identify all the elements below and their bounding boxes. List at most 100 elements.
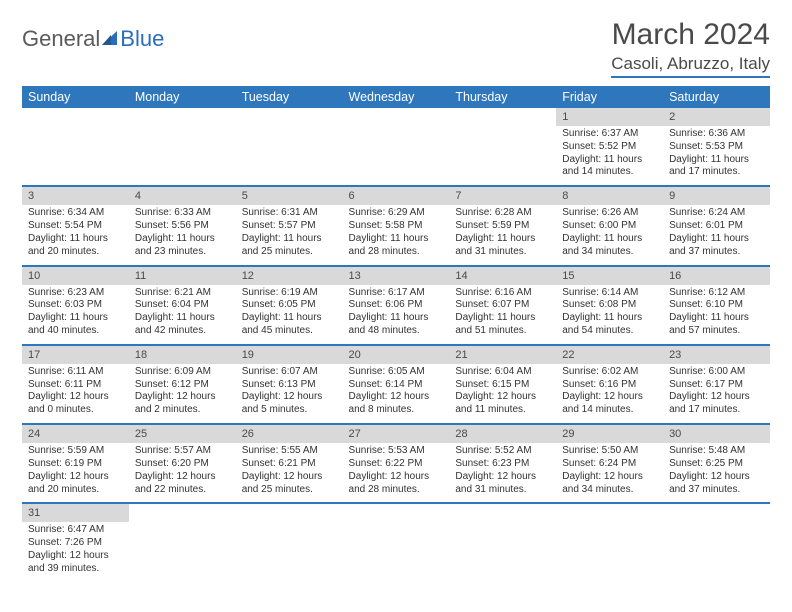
day-info-cell: Sunrise: 5:57 AMSunset: 6:20 PMDaylight:… [129,443,236,503]
logo-text-general: General [22,26,100,52]
info-row: Sunrise: 5:59 AMSunset: 6:19 PMDaylight:… [22,443,770,503]
day-number-cell [343,108,450,126]
day-number-cell [129,108,236,126]
day-number-cell: 22 [556,345,663,364]
sunset-text: Sunset: 6:15 PM [455,379,550,392]
weekday-header: Wednesday [343,86,450,108]
daylight-text: Daylight: 12 hours and 14 minutes. [562,391,657,417]
daylight-text: Daylight: 12 hours and 37 minutes. [669,471,764,497]
sunset-text: Sunset: 6:04 PM [135,299,230,312]
day-info-cell: Sunrise: 6:34 AMSunset: 5:54 PMDaylight:… [22,205,129,265]
sunset-text: Sunset: 6:20 PM [135,458,230,471]
sunset-text: Sunset: 7:26 PM [28,537,123,550]
day-info-cell [343,126,450,186]
day-info-cell: Sunrise: 6:17 AMSunset: 6:06 PMDaylight:… [343,285,450,345]
sunrise-text: Sunrise: 5:53 AM [349,445,444,458]
daylight-text: Daylight: 11 hours and 14 minutes. [562,154,657,180]
day-number-cell [236,503,343,522]
sunset-text: Sunset: 5:54 PM [28,220,123,233]
info-row: Sunrise: 6:47 AMSunset: 7:26 PMDaylight:… [22,522,770,581]
day-info-cell [556,522,663,581]
daylight-text: Daylight: 11 hours and 20 minutes. [28,233,123,259]
sunset-text: Sunset: 6:11 PM [28,379,123,392]
weekday-header: Saturday [663,86,770,108]
daylight-text: Daylight: 11 hours and 42 minutes. [135,312,230,338]
sunrise-text: Sunrise: 5:50 AM [562,445,657,458]
sunrise-text: Sunrise: 5:59 AM [28,445,123,458]
sunrise-text: Sunrise: 6:36 AM [669,128,764,141]
weekday-header: Sunday [22,86,129,108]
day-info-cell [236,126,343,186]
daylight-text: Daylight: 11 hours and 34 minutes. [562,233,657,259]
day-number-cell: 17 [22,345,129,364]
daylight-text: Daylight: 12 hours and 8 minutes. [349,391,444,417]
day-number-cell: 15 [556,266,663,285]
sunrise-text: Sunrise: 6:17 AM [349,287,444,300]
sunset-text: Sunset: 6:23 PM [455,458,550,471]
sunrise-text: Sunrise: 6:47 AM [28,524,123,537]
sunrise-text: Sunrise: 6:09 AM [135,366,230,379]
day-number-cell: 4 [129,186,236,205]
daylight-text: Daylight: 11 hours and 40 minutes. [28,312,123,338]
day-info-cell: Sunrise: 6:16 AMSunset: 6:07 PMDaylight:… [449,285,556,345]
day-number-cell: 24 [22,424,129,443]
sunrise-text: Sunrise: 6:31 AM [242,207,337,220]
day-number-cell: 14 [449,266,556,285]
day-info-cell: Sunrise: 6:19 AMSunset: 6:05 PMDaylight:… [236,285,343,345]
daylight-text: Daylight: 11 hours and 17 minutes. [669,154,764,180]
title-underline [611,76,770,78]
sunset-text: Sunset: 6:10 PM [669,299,764,312]
logo-text-blue: Blue [120,26,164,52]
calendar-table: Sunday Monday Tuesday Wednesday Thursday… [22,86,770,582]
day-info-cell: Sunrise: 6:21 AMSunset: 6:04 PMDaylight:… [129,285,236,345]
sunrise-text: Sunrise: 6:07 AM [242,366,337,379]
daynum-row: 24252627282930 [22,424,770,443]
day-info-cell [343,522,450,581]
day-info-cell [236,522,343,581]
day-number-cell [236,108,343,126]
sunset-text: Sunset: 6:13 PM [242,379,337,392]
daylight-text: Daylight: 11 hours and 37 minutes. [669,233,764,259]
day-number-cell: 25 [129,424,236,443]
day-info-cell: Sunrise: 6:12 AMSunset: 6:10 PMDaylight:… [663,285,770,345]
sunrise-text: Sunrise: 5:48 AM [669,445,764,458]
day-info-cell: Sunrise: 6:26 AMSunset: 6:00 PMDaylight:… [556,205,663,265]
day-number-cell: 19 [236,345,343,364]
daylight-text: Daylight: 12 hours and 31 minutes. [455,471,550,497]
day-number-cell: 20 [343,345,450,364]
day-info-cell: Sunrise: 6:37 AMSunset: 5:52 PMDaylight:… [556,126,663,186]
day-info-cell: Sunrise: 6:11 AMSunset: 6:11 PMDaylight:… [22,364,129,424]
day-number-cell: 12 [236,266,343,285]
daylight-text: Daylight: 11 hours and 48 minutes. [349,312,444,338]
sunset-text: Sunset: 5:53 PM [669,141,764,154]
sunset-text: Sunset: 6:05 PM [242,299,337,312]
day-info-cell: Sunrise: 6:36 AMSunset: 5:53 PMDaylight:… [663,126,770,186]
day-info-cell [449,126,556,186]
daynum-row: 17181920212223 [22,345,770,364]
daylight-text: Daylight: 12 hours and 39 minutes. [28,550,123,576]
sunset-text: Sunset: 6:22 PM [349,458,444,471]
sunrise-text: Sunrise: 6:00 AM [669,366,764,379]
day-info-cell [129,126,236,186]
header: General Blue March 2024 Casoli, Abruzzo,… [22,18,770,78]
day-info-cell: Sunrise: 6:33 AMSunset: 5:56 PMDaylight:… [129,205,236,265]
info-row: Sunrise: 6:37 AMSunset: 5:52 PMDaylight:… [22,126,770,186]
daylight-text: Daylight: 12 hours and 34 minutes. [562,471,657,497]
sunrise-text: Sunrise: 6:14 AM [562,287,657,300]
sunrise-text: Sunrise: 6:19 AM [242,287,337,300]
sunrise-text: Sunrise: 6:29 AM [349,207,444,220]
sunrise-text: Sunrise: 6:04 AM [455,366,550,379]
day-info-cell: Sunrise: 5:48 AMSunset: 6:25 PMDaylight:… [663,443,770,503]
day-number-cell: 29 [556,424,663,443]
day-info-cell: Sunrise: 6:23 AMSunset: 6:03 PMDaylight:… [22,285,129,345]
sunset-text: Sunset: 6:06 PM [349,299,444,312]
sunrise-text: Sunrise: 6:33 AM [135,207,230,220]
sunrise-text: Sunrise: 5:55 AM [242,445,337,458]
day-info-cell: Sunrise: 6:28 AMSunset: 5:59 PMDaylight:… [449,205,556,265]
sunset-text: Sunset: 6:21 PM [242,458,337,471]
sunset-text: Sunset: 5:52 PM [562,141,657,154]
daylight-text: Daylight: 12 hours and 22 minutes. [135,471,230,497]
title-block: March 2024 Casoli, Abruzzo, Italy [611,18,770,78]
day-info-cell: Sunrise: 6:09 AMSunset: 6:12 PMDaylight:… [129,364,236,424]
sunset-text: Sunset: 6:03 PM [28,299,123,312]
